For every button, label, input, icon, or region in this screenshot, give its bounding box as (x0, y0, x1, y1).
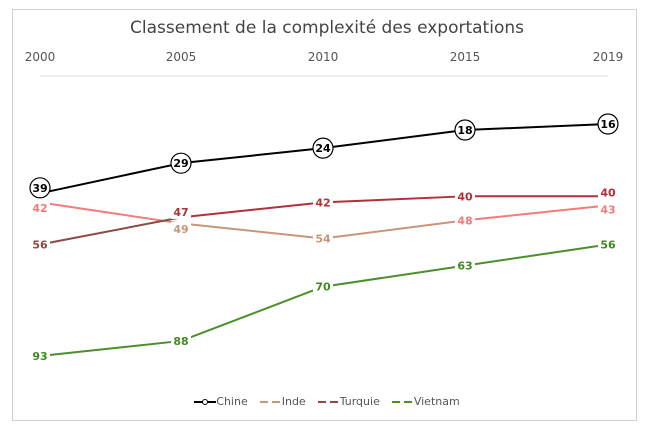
label-bg (171, 221, 191, 236)
series-segment-inde (322, 219, 466, 240)
series-segment-inde (464, 204, 609, 222)
legend-label: Turquie (339, 395, 380, 408)
label-bg (30, 200, 50, 215)
legend-swatch (194, 398, 217, 406)
data-marker (29, 177, 51, 199)
label-bg (455, 213, 475, 228)
series-segment-vietnam (464, 243, 609, 267)
data-label: 54 (315, 232, 331, 245)
data-label: 18 (457, 124, 472, 137)
legend-swatch (317, 398, 340, 406)
data-label: 56 (600, 239, 616, 252)
legend-item-vietnam: Vietnam (391, 395, 460, 408)
x-tick-label: 2019 (593, 50, 624, 64)
x-tick-label: 2015 (450, 50, 481, 64)
legend-item-inde: Inde (259, 395, 306, 408)
legend-swatch (391, 398, 414, 406)
chart-frame (12, 9, 637, 421)
data-label: 43 (600, 203, 615, 216)
data-label: 24 (315, 142, 331, 155)
data-label: 88 (173, 335, 188, 348)
data-label: 42 (315, 196, 330, 209)
series-segment-chine (39, 162, 182, 195)
legend-label: Inde (281, 395, 306, 408)
series-segment-turquie (180, 201, 324, 219)
data-label: 39 (32, 182, 47, 195)
data-label: 70 (315, 281, 331, 294)
label-bg (171, 204, 191, 219)
data-label: 49 (173, 223, 188, 236)
label-bg (313, 195, 333, 210)
data-label: 56 (32, 239, 48, 252)
series-segment-chine (180, 147, 324, 165)
label-bg (171, 333, 191, 348)
label-bg (313, 231, 333, 246)
label-bg (313, 279, 333, 294)
series-segment-turquie (322, 195, 466, 204)
legend-item-turquie: Turquie (317, 395, 380, 408)
label-bg (598, 185, 618, 200)
data-label: 63 (457, 260, 472, 273)
data-label: 40 (457, 190, 473, 203)
label-bg (30, 237, 50, 252)
legend-item-chine: Chine (194, 395, 248, 408)
legend-swatch (259, 398, 282, 406)
data-label: 47 (173, 206, 188, 219)
series-segment-vietnam (180, 285, 324, 342)
label-bg (455, 189, 475, 204)
x-tick-label: 2000 (25, 50, 56, 64)
x-tick-label: 2005 (166, 50, 197, 64)
data-marker (454, 119, 476, 141)
data-label: 48 (457, 214, 472, 227)
x-tick-label: 2010 (308, 50, 339, 64)
series-segment-inde (180, 222, 324, 240)
series-segment-inde (39, 201, 182, 225)
series-segment-vietnam (322, 264, 466, 288)
data-marker (597, 113, 619, 135)
data-label: 40 (600, 186, 616, 199)
series-segment-vietnam (39, 339, 182, 357)
data-label: 93 (32, 350, 47, 363)
data-marker (312, 137, 334, 159)
series-segment-chine (464, 123, 609, 132)
label-bg (598, 202, 618, 217)
data-marker (170, 152, 192, 174)
legend: Chine Inde Turquie Vietnam (0, 395, 654, 409)
label-bg (455, 258, 475, 273)
label-bg (30, 349, 50, 364)
data-label: 42 (32, 202, 47, 215)
legend-label: Chine (216, 395, 248, 408)
label-bg (598, 237, 618, 252)
series-segment-chine (322, 129, 466, 150)
series-segment-turquie (39, 216, 182, 246)
legend-label: Vietnam (413, 395, 460, 408)
data-label: 16 (600, 118, 616, 131)
chart-title: Classement de la complexité des exportat… (130, 18, 524, 38)
data-label: 29 (173, 157, 188, 170)
